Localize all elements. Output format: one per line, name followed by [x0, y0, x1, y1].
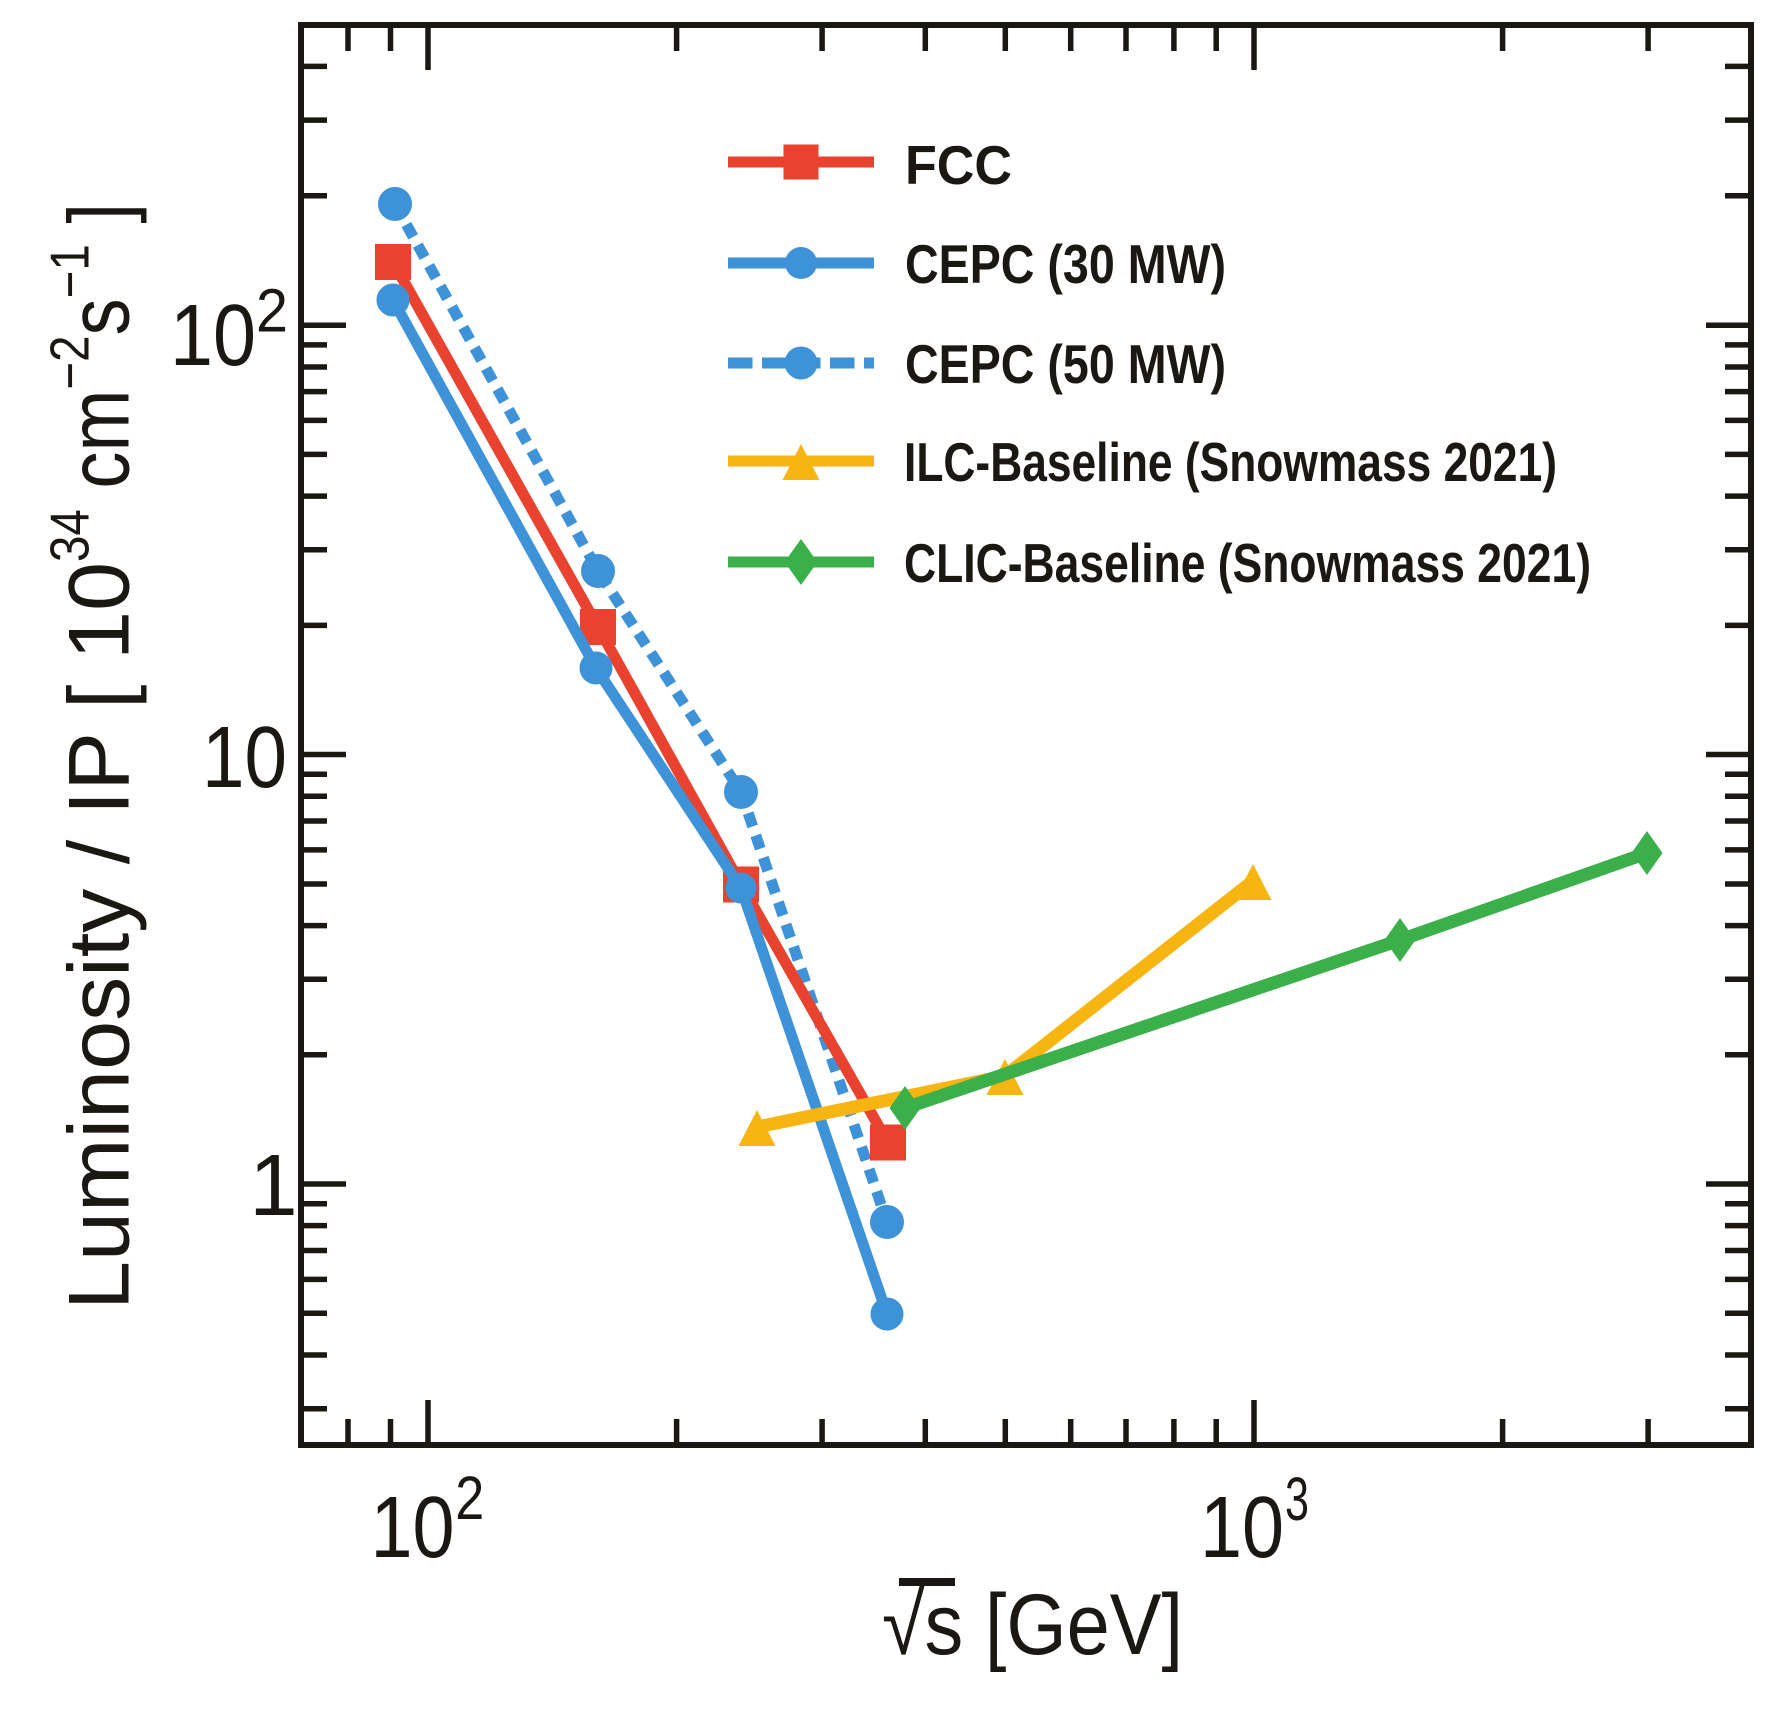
svg-text:√s [GeV]: √s [GeV] — [882, 1577, 1183, 1673]
svg-text:3: 3 — [1285, 1465, 1309, 1533]
svg-text:CEPC (50 MW): CEPC (50 MW) — [905, 333, 1226, 395]
svg-text:2: 2 — [256, 277, 288, 345]
svg-text:34 cm−2s−1 ]: 34 cm−2s−1 ] — [39, 203, 148, 562]
svg-text:ILC-Baseline (Snowmass 2021): ILC-Baseline (Snowmass 2021) — [904, 431, 1557, 493]
svg-text:10: 10 — [202, 709, 287, 806]
svg-text:CEPC (30 MW): CEPC (30 MW) — [905, 233, 1226, 295]
svg-text:2: 2 — [455, 1464, 484, 1532]
svg-text:10: 10 — [371, 1479, 455, 1576]
svg-text:CLIC-Baseline (Snowmass 2021): CLIC-Baseline (Snowmass 2021) — [904, 532, 1591, 594]
svg-text:10: 10 — [170, 287, 256, 384]
svg-text:Luminosity / IP [ 10: Luminosity / IP [ 10 — [52, 562, 148, 1310]
svg-text:1: 1 — [249, 1137, 297, 1234]
svg-text:10: 10 — [1200, 1479, 1284, 1576]
svg-text:FCC: FCC — [905, 134, 1012, 196]
